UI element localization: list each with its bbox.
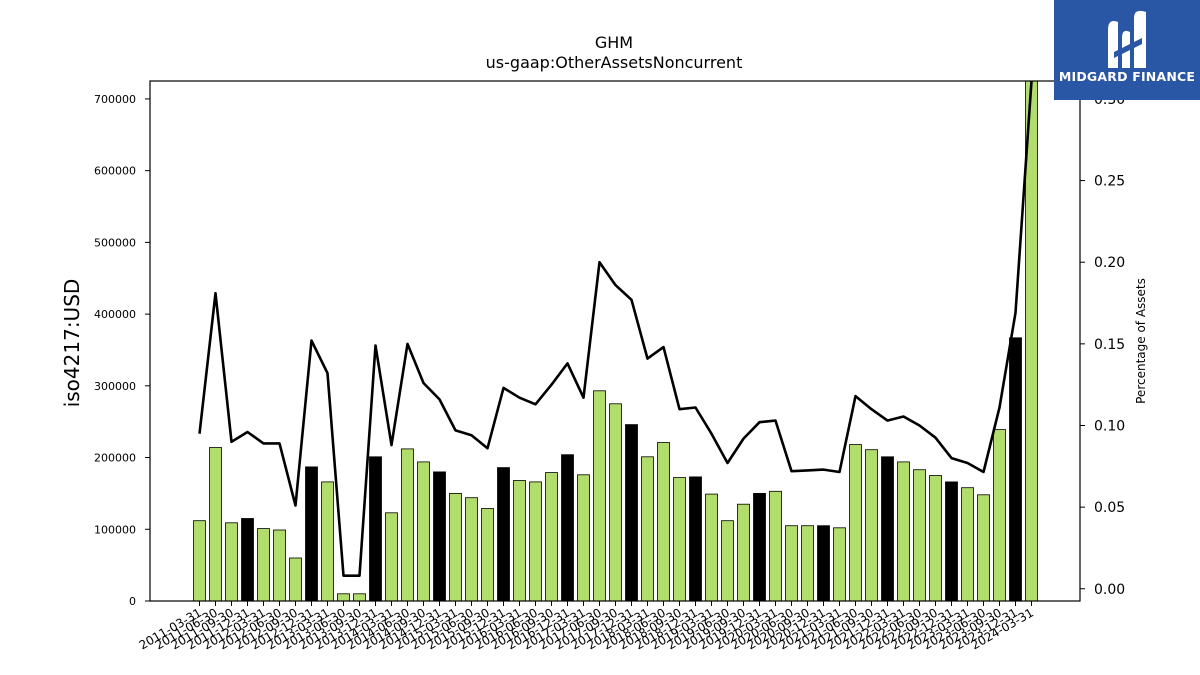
y2-tick-label: 0.10 <box>1094 418 1125 434</box>
chart-title: GHM <box>595 33 633 52</box>
y-tick-label: 700000 <box>94 93 136 106</box>
bar <box>625 424 638 601</box>
bar <box>305 466 318 601</box>
bar <box>865 449 878 601</box>
bar <box>673 477 686 601</box>
y2-tick-label: 0.25 <box>1094 174 1125 190</box>
bar <box>1009 337 1022 601</box>
bar <box>657 442 670 601</box>
bar <box>769 490 782 601</box>
bar <box>689 476 702 601</box>
bar <box>497 467 510 601</box>
y2-tick-label: 0.15 <box>1094 337 1125 353</box>
bar <box>193 520 206 601</box>
bar <box>897 461 910 601</box>
bar <box>881 456 894 601</box>
y2-axis-label: Percentage of Assets <box>1134 278 1148 404</box>
bar <box>289 557 302 601</box>
brand-logo-text: MIDGARD FINANCE <box>1058 69 1196 84</box>
bar <box>593 390 606 601</box>
bar <box>737 503 750 601</box>
chart-subtitle: us-gaap:OtherAssetsNoncurrent <box>486 53 743 72</box>
bar <box>801 525 814 601</box>
bar <box>353 593 366 601</box>
y-tick-label: 500000 <box>94 236 136 249</box>
brand-logo: MIDGARD FINANCE <box>1054 0 1200 100</box>
bar <box>449 492 462 601</box>
bar <box>609 403 622 601</box>
bar <box>561 454 574 601</box>
percentage-line <box>198 81 1033 578</box>
bar <box>993 429 1006 601</box>
bar <box>849 444 862 601</box>
bar <box>257 528 270 601</box>
y-tick-label: 300000 <box>94 380 136 393</box>
bar <box>705 493 718 601</box>
bar <box>977 494 990 601</box>
bar <box>337 593 350 601</box>
bar <box>225 522 238 601</box>
bar <box>577 474 590 601</box>
axes-group: 0 100000 200000 300000 400000 500000 600000 700… <box>94 80 1125 652</box>
bar <box>945 481 958 601</box>
bar <box>721 520 734 601</box>
bar <box>529 481 542 601</box>
bar <box>273 529 286 601</box>
bar <box>913 469 926 601</box>
y-tick-label: 0 <box>129 595 136 608</box>
percentage-line-group <box>198 81 1033 578</box>
bar <box>417 461 430 601</box>
bar <box>465 497 478 601</box>
bar <box>753 492 766 601</box>
bar <box>241 518 254 601</box>
bar <box>833 527 846 601</box>
bar <box>369 456 382 601</box>
bar <box>545 472 558 601</box>
bar <box>481 508 494 601</box>
y2-tick-label: 0.00 <box>1094 582 1125 598</box>
bar <box>513 480 526 601</box>
bar <box>817 525 830 601</box>
y-tick-label: 600000 <box>94 165 136 178</box>
bar <box>385 512 398 601</box>
y2-tick-label: 0.05 <box>1094 500 1125 516</box>
brand-logo-icon <box>1108 10 1146 68</box>
bar <box>321 481 334 601</box>
y2-tick-label: 0.20 <box>1094 255 1125 271</box>
y-tick-label: 400000 <box>94 308 136 321</box>
y-tick-label: 100000 <box>94 523 136 536</box>
bar <box>1025 81 1038 601</box>
bar <box>641 456 654 601</box>
bar <box>401 448 414 601</box>
bar <box>929 475 942 601</box>
bars-group <box>193 81 1038 601</box>
bar <box>785 525 798 601</box>
bar <box>961 487 974 601</box>
bar <box>433 471 446 601</box>
bar <box>209 447 222 601</box>
y-tick-label: 200000 <box>94 452 136 465</box>
y-axis-label: iso4217:USD <box>60 279 84 408</box>
